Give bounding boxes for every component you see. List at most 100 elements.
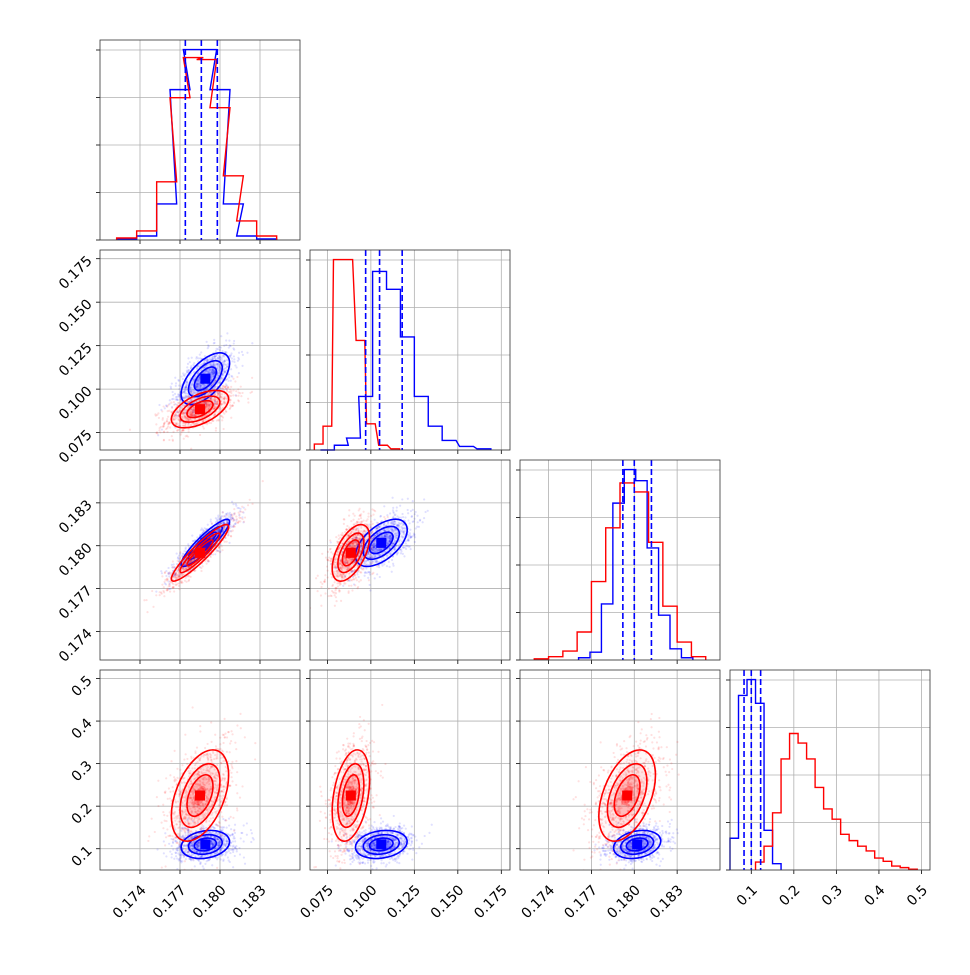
sample-point-blue xyxy=(230,368,232,370)
sample-point-blue xyxy=(186,366,188,368)
sample-point-red xyxy=(327,576,329,578)
sample-point-blue xyxy=(246,352,248,354)
sample-point-blue xyxy=(242,354,244,356)
sample-point-red xyxy=(208,422,210,424)
sample-point-blue xyxy=(206,341,208,343)
sample-point-red xyxy=(328,557,330,559)
sample-point-blue xyxy=(235,394,237,396)
sample-point-red xyxy=(365,520,367,522)
sample-point-blue xyxy=(200,529,202,531)
sample-point-blue xyxy=(182,372,184,374)
sample-point-red xyxy=(343,523,345,525)
sample-point-blue xyxy=(231,501,233,503)
sample-point-blue xyxy=(173,563,175,565)
sample-point-red xyxy=(159,427,161,429)
sample-point-blue xyxy=(174,393,176,395)
sample-point-blue xyxy=(169,588,171,590)
sample-point-blue xyxy=(220,388,222,390)
sample-point-red xyxy=(360,515,362,517)
sample-point-red xyxy=(164,421,166,423)
sample-point-blue xyxy=(401,498,403,500)
sample-point-red xyxy=(350,520,352,522)
sample-point-blue xyxy=(161,428,163,430)
sample-point-red xyxy=(370,523,372,525)
sample-point-blue xyxy=(407,498,409,500)
sample-point-red xyxy=(348,509,350,511)
sample-point-red xyxy=(222,385,224,387)
sample-point-blue xyxy=(379,576,381,578)
sample-point-red xyxy=(190,448,192,450)
sample-point-red xyxy=(188,430,190,432)
sample-point-blue xyxy=(221,350,223,352)
sample-point-red xyxy=(383,516,385,518)
sample-point-blue xyxy=(177,393,179,395)
sample-point-red xyxy=(155,423,157,425)
sample-point-blue xyxy=(242,521,244,523)
sample-point-blue xyxy=(414,513,416,515)
sample-point-blue xyxy=(191,357,193,359)
sample-point-red xyxy=(332,591,334,593)
sample-point-blue xyxy=(188,545,190,547)
sample-point-blue xyxy=(207,524,209,526)
sample-point-blue xyxy=(190,365,192,367)
sample-point-blue xyxy=(400,550,402,552)
sample-point-blue xyxy=(178,380,180,382)
sample-point-red xyxy=(244,516,246,518)
sample-point-blue xyxy=(233,358,235,360)
sample-point-blue xyxy=(164,582,166,584)
sample-point-blue xyxy=(178,388,180,390)
sample-point-red xyxy=(340,583,342,585)
sample-point-blue xyxy=(233,340,235,342)
sample-point-red xyxy=(235,390,237,392)
sample-point-red xyxy=(327,569,329,571)
sample-point-red xyxy=(357,586,359,588)
sample-point-red xyxy=(340,534,342,536)
sample-point-red xyxy=(229,391,231,393)
sample-point-red xyxy=(172,431,174,433)
sample-point-blue xyxy=(171,566,173,568)
sample-point-blue xyxy=(172,391,174,393)
sample-point-blue xyxy=(168,580,170,582)
sample-point-red xyxy=(320,605,322,607)
sample-point-blue xyxy=(171,564,173,566)
sample-point-red xyxy=(339,590,341,592)
sample-point-blue xyxy=(241,351,243,353)
sample-point-red xyxy=(368,579,370,581)
sample-point-red xyxy=(244,508,246,510)
sample-point-red xyxy=(356,579,358,581)
sample-point-red xyxy=(324,592,326,594)
sample-point-red xyxy=(215,429,217,431)
sample-point-red xyxy=(233,389,235,391)
sample-point-blue xyxy=(217,348,219,350)
sample-point-red xyxy=(157,412,159,414)
sample-point-red xyxy=(168,585,170,587)
sample-point-blue xyxy=(177,557,179,559)
sample-point-red xyxy=(345,529,347,531)
sample-point-red xyxy=(180,434,182,436)
sample-point-red xyxy=(344,531,346,533)
sample-point-red xyxy=(233,508,235,510)
sample-point-red xyxy=(330,551,332,553)
sample-point-red xyxy=(241,392,243,394)
sample-point-blue xyxy=(184,548,186,550)
sample-point-red xyxy=(316,590,318,592)
sample-point-red xyxy=(210,422,212,424)
sample-point-blue xyxy=(234,523,236,525)
sample-point-blue xyxy=(207,560,209,562)
sample-point-red xyxy=(236,376,238,378)
sample-point-red xyxy=(163,431,165,433)
sample-point-red xyxy=(352,519,354,521)
sample-point-red xyxy=(166,418,168,420)
sample-point-red xyxy=(172,583,174,585)
sample-point-blue xyxy=(233,342,235,344)
sample-point-red xyxy=(348,585,350,587)
sample-point-red xyxy=(249,392,251,394)
sample-point-red xyxy=(334,589,336,591)
sample-point-red xyxy=(320,586,322,588)
sample-point-red xyxy=(338,534,340,536)
sample-point-blue xyxy=(228,347,230,349)
sample-point-red xyxy=(334,605,336,607)
sample-point-red xyxy=(370,521,372,523)
sample-point-red xyxy=(190,576,192,578)
sample-point-red xyxy=(161,584,163,586)
